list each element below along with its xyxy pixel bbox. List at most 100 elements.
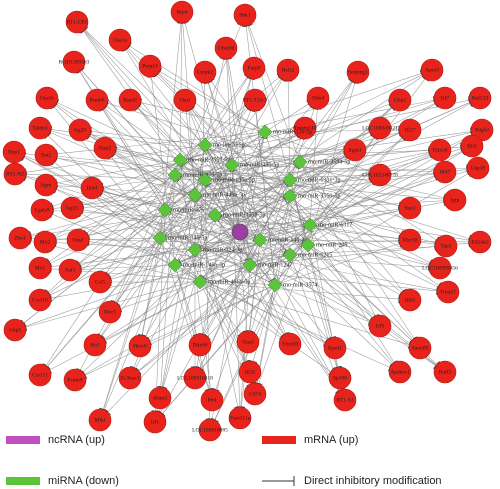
mrna-label: Trim21 — [440, 289, 457, 295]
edge — [289, 179, 440, 286]
edge — [204, 132, 400, 181]
mrna-node — [193, 60, 217, 84]
edge — [214, 214, 437, 367]
edge — [174, 264, 438, 292]
mrna-label: Cxcl10 — [32, 297, 48, 303]
mirna-node — [242, 257, 258, 273]
mirna-node — [192, 274, 208, 290]
mrna-label: Oasl2 — [99, 145, 112, 151]
edge — [126, 48, 291, 256]
mrna-node — [243, 382, 267, 406]
edge — [102, 109, 166, 211]
mrna-node — [233, 3, 257, 27]
mrna-node — [68, 118, 92, 142]
mrna-label: Mlkl — [95, 417, 106, 423]
mrna-node — [60, 196, 84, 220]
mrna-label: Ifit2 — [467, 142, 477, 149]
mrna-label: Ifih1 — [405, 296, 416, 303]
edge — [210, 80, 291, 197]
mrna-label: Cxcl11 — [32, 372, 48, 378]
mrna-label: Ifi35 — [245, 368, 256, 375]
edge — [309, 137, 403, 226]
edge — [45, 159, 181, 366]
mrna-node — [183, 366, 207, 390]
edge — [239, 225, 305, 233]
edge — [141, 174, 176, 336]
legend-label: miRNA (down) — [48, 475, 119, 487]
edge — [307, 82, 356, 246]
mirna-label: rno-miR-3594-5p — [308, 159, 350, 165]
mrna-node — [34, 173, 58, 197]
mrna-label: LOC102548778 — [362, 172, 398, 178]
mrna-label: Cmpk2 — [197, 69, 213, 75]
mrna-label: RT1-T24-3 — [243, 97, 268, 103]
mrna-node — [138, 54, 162, 78]
mrna-node — [328, 366, 352, 390]
edge — [162, 284, 276, 414]
mrna-node — [30, 198, 54, 222]
mirna-label: rno-miR-3550-5p — [298, 193, 340, 199]
mrna-label: Tap1 — [441, 243, 452, 249]
mrna-node — [108, 28, 132, 52]
mirna-node — [167, 167, 183, 183]
mirna-node — [282, 172, 298, 188]
edge — [307, 240, 400, 246]
mrna-label: LOC100910885 — [192, 427, 228, 433]
mrna-label: Sbk1 — [239, 12, 251, 18]
mrna-node — [236, 330, 260, 354]
mirna-node — [167, 257, 183, 273]
edge — [196, 164, 233, 368]
mrna-label: Ccl5 — [95, 279, 106, 285]
edge — [164, 169, 468, 211]
mrna-label: Oas2 — [72, 237, 84, 243]
mrna-node — [62, 50, 86, 74]
edge — [56, 159, 181, 184]
mrna-label: Sp100 — [333, 375, 347, 381]
mirna-label: rno-miR-3574 — [283, 282, 317, 288]
mrna-node — [398, 118, 422, 142]
legend-swatch-mrna — [262, 436, 296, 444]
mirna-label: rno-miR-324-3p — [203, 247, 242, 253]
mrna-label: Gbp2 — [394, 97, 406, 103]
mrna-label: Zbp1 — [14, 235, 26, 241]
mrna-node — [200, 388, 224, 412]
mrna-label: Irf1 — [151, 418, 159, 425]
mrna-node — [468, 230, 492, 254]
edge — [138, 224, 311, 372]
mrna-label: Pml — [208, 397, 217, 403]
mirna-label: rno-miR-6317 — [318, 222, 352, 228]
mrna-label: RT1-N2 — [6, 171, 24, 177]
edge — [54, 161, 176, 266]
edge — [164, 209, 246, 363]
edge — [162, 214, 216, 388]
legend-label: ncRNA (up) — [48, 434, 105, 446]
mrna-label: Parp9 — [248, 65, 261, 71]
edge — [160, 174, 176, 388]
mrna-label: Isg15 — [66, 205, 78, 211]
mirna-node — [152, 230, 168, 246]
edge — [204, 144, 345, 150]
edge — [249, 242, 470, 266]
edge — [30, 161, 301, 236]
edge — [299, 161, 415, 339]
mrna-label: Ddx60 — [193, 342, 208, 348]
mrna-label: Psmb8 — [90, 97, 105, 103]
edge — [84, 29, 206, 146]
mrna-node — [468, 86, 492, 110]
mirna-node — [224, 157, 240, 173]
mrna-label: Pdgfrl — [475, 126, 489, 133]
edge — [214, 75, 424, 216]
edge — [174, 79, 283, 266]
edge — [164, 108, 249, 211]
mrna-label: Usp18 — [471, 165, 486, 171]
mirna-node — [197, 172, 213, 188]
mirna-label: rno-miR-205 — [316, 242, 347, 248]
mrna-label: Herc6 — [133, 343, 147, 349]
mrna-label: RT1-S3 — [336, 397, 353, 403]
mrna-node — [428, 256, 452, 280]
edge — [80, 264, 176, 270]
mrna-label: Ifitm3 — [153, 394, 167, 401]
edge — [289, 195, 414, 340]
mrna-node — [118, 366, 142, 390]
